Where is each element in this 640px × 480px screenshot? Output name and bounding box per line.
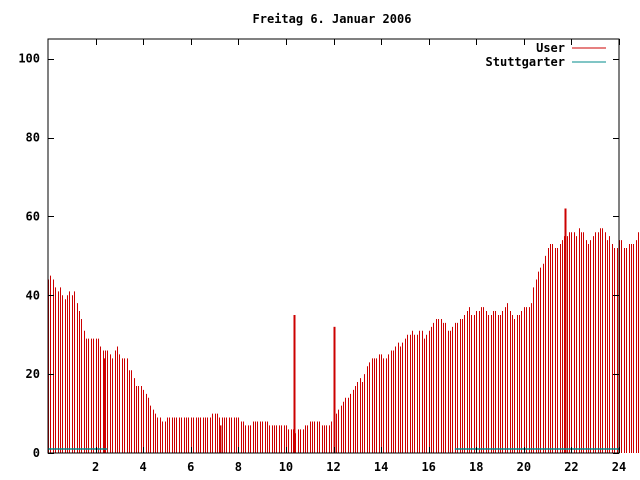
legend-label-user: User [536,41,565,55]
y-tick-label: 40 [26,288,40,302]
x-tick-label: 20 [517,460,531,474]
x-tick-label: 2 [92,460,99,474]
chart-title: Freitag 6. Januar 2006 [253,12,412,26]
plot-frame [47,38,620,454]
legend-label-stuttgarter: Stuttgarter [486,55,565,69]
y-tick-label: 80 [26,131,40,145]
x-tick-label: 12 [326,460,340,474]
x-axis-ticks: 2 4 6 8 10 12 14 16 18 20 22 24 [92,39,626,474]
y-tick-label: 100 [18,52,40,66]
x-tick-label: 18 [469,460,483,474]
x-tick-label: 4 [140,460,147,474]
x-tick-label: 16 [421,460,435,474]
x-tick-label: 22 [564,460,578,474]
x-tick-label: 24 [612,460,626,474]
user-bars [48,208,639,453]
y-tick-label: 60 [26,209,40,223]
y-axis-ticks: 0 20 40 60 80 100 [18,52,619,460]
y-tick-label: 0 [33,446,40,460]
y-tick-label: 20 [26,367,40,381]
legend: User Stuttgarter [486,41,606,69]
x-tick-label: 6 [187,460,194,474]
x-tick-label: 14 [374,460,388,474]
x-tick-label: 8 [235,460,242,474]
x-tick-label: 10 [279,460,293,474]
